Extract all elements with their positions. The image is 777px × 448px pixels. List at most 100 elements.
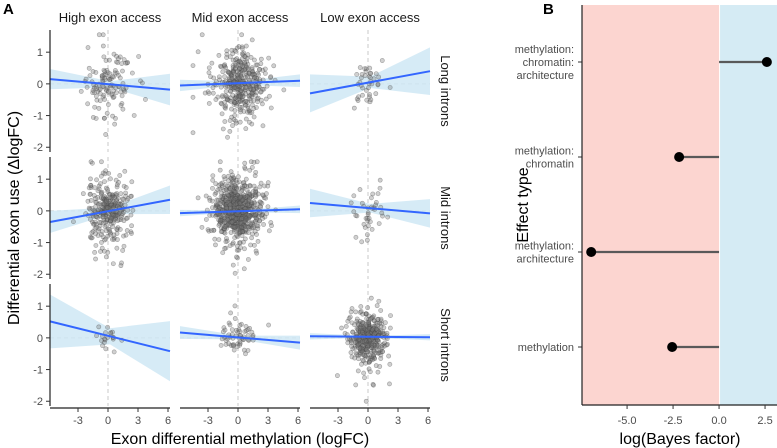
data-point <box>221 174 227 179</box>
data-point <box>252 192 258 198</box>
data-point <box>234 101 240 106</box>
data-point <box>220 250 226 256</box>
data-point <box>93 221 99 227</box>
data-point <box>232 270 238 276</box>
data-point <box>104 203 110 209</box>
data-point <box>227 243 233 249</box>
data-point <box>114 59 119 65</box>
data-point <box>253 188 258 194</box>
data-point <box>361 370 367 376</box>
data-point <box>235 62 241 67</box>
data-point <box>103 86 109 92</box>
data-point <box>104 201 110 206</box>
data-point <box>104 85 110 91</box>
data-point <box>91 208 97 213</box>
data-point <box>236 186 242 192</box>
data-point <box>264 191 269 197</box>
data-point <box>369 345 374 351</box>
data-point <box>219 101 225 107</box>
data-point <box>223 105 228 111</box>
data-point <box>123 193 129 199</box>
data-point <box>230 218 236 224</box>
data-point <box>239 92 245 98</box>
data-point <box>232 95 238 101</box>
data-point <box>249 212 255 218</box>
data-point <box>361 221 367 227</box>
data-point <box>222 226 228 232</box>
data-point <box>388 313 393 318</box>
data-point <box>244 72 249 78</box>
data-point <box>231 117 237 122</box>
data-point <box>97 201 103 207</box>
data-point <box>129 179 135 185</box>
data-point <box>368 195 374 201</box>
data-point <box>232 212 238 218</box>
data-point <box>248 74 254 80</box>
data-point <box>100 204 106 210</box>
data-point <box>254 96 260 102</box>
data-point <box>241 239 246 245</box>
data-point <box>362 375 367 381</box>
data-point <box>224 97 230 102</box>
regression-line <box>179 331 301 344</box>
data-point <box>355 327 361 332</box>
data-point <box>105 102 111 107</box>
data-point <box>104 217 110 223</box>
data-point <box>358 350 364 356</box>
data-point <box>98 220 104 225</box>
data-point <box>235 220 241 226</box>
data-point <box>109 202 115 208</box>
data-point <box>239 97 245 102</box>
data-point <box>226 185 232 191</box>
data-point <box>220 195 226 201</box>
data-point <box>242 228 248 234</box>
data-point <box>373 320 379 326</box>
data-point <box>231 225 237 231</box>
data-point <box>246 108 252 114</box>
row-strip-label: Mid introns <box>438 186 453 250</box>
data-point <box>225 173 231 179</box>
data-point <box>215 203 220 209</box>
data-point <box>243 324 249 329</box>
data-point <box>238 213 244 219</box>
data-point <box>259 212 265 218</box>
data-point <box>84 84 90 90</box>
data-point <box>110 220 116 226</box>
data-point <box>380 213 385 219</box>
data-point <box>98 86 103 92</box>
data-point <box>238 88 243 94</box>
data-point <box>247 191 253 197</box>
data-point <box>240 212 246 218</box>
data-point <box>364 341 370 347</box>
data-point <box>237 220 243 226</box>
data-point <box>103 58 109 63</box>
data-point <box>250 220 255 226</box>
data-point <box>237 195 243 200</box>
data-point <box>363 311 369 317</box>
data-point <box>230 68 236 74</box>
data-point <box>358 347 363 353</box>
data-point <box>227 202 233 208</box>
data-point <box>242 183 247 189</box>
x-tick-label: -2.5 <box>664 415 683 427</box>
data-point <box>349 343 354 349</box>
data-point <box>253 105 259 110</box>
data-point <box>206 91 212 96</box>
data-point <box>114 212 120 218</box>
data-point <box>222 327 228 333</box>
data-point <box>370 357 375 363</box>
data-point <box>108 176 113 182</box>
data-point <box>231 84 236 89</box>
data-point <box>238 67 244 73</box>
y-tick-label: methylation: <box>515 44 574 56</box>
data-point <box>266 228 272 234</box>
data-point <box>239 46 245 51</box>
data-point <box>356 336 362 342</box>
data-point <box>120 68 125 74</box>
data-point <box>245 61 251 67</box>
data-point <box>250 69 256 75</box>
data-point <box>87 191 93 197</box>
facet-short-introns-high-exon-access <box>49 284 171 406</box>
data-point <box>88 217 93 222</box>
data-point <box>241 50 247 56</box>
